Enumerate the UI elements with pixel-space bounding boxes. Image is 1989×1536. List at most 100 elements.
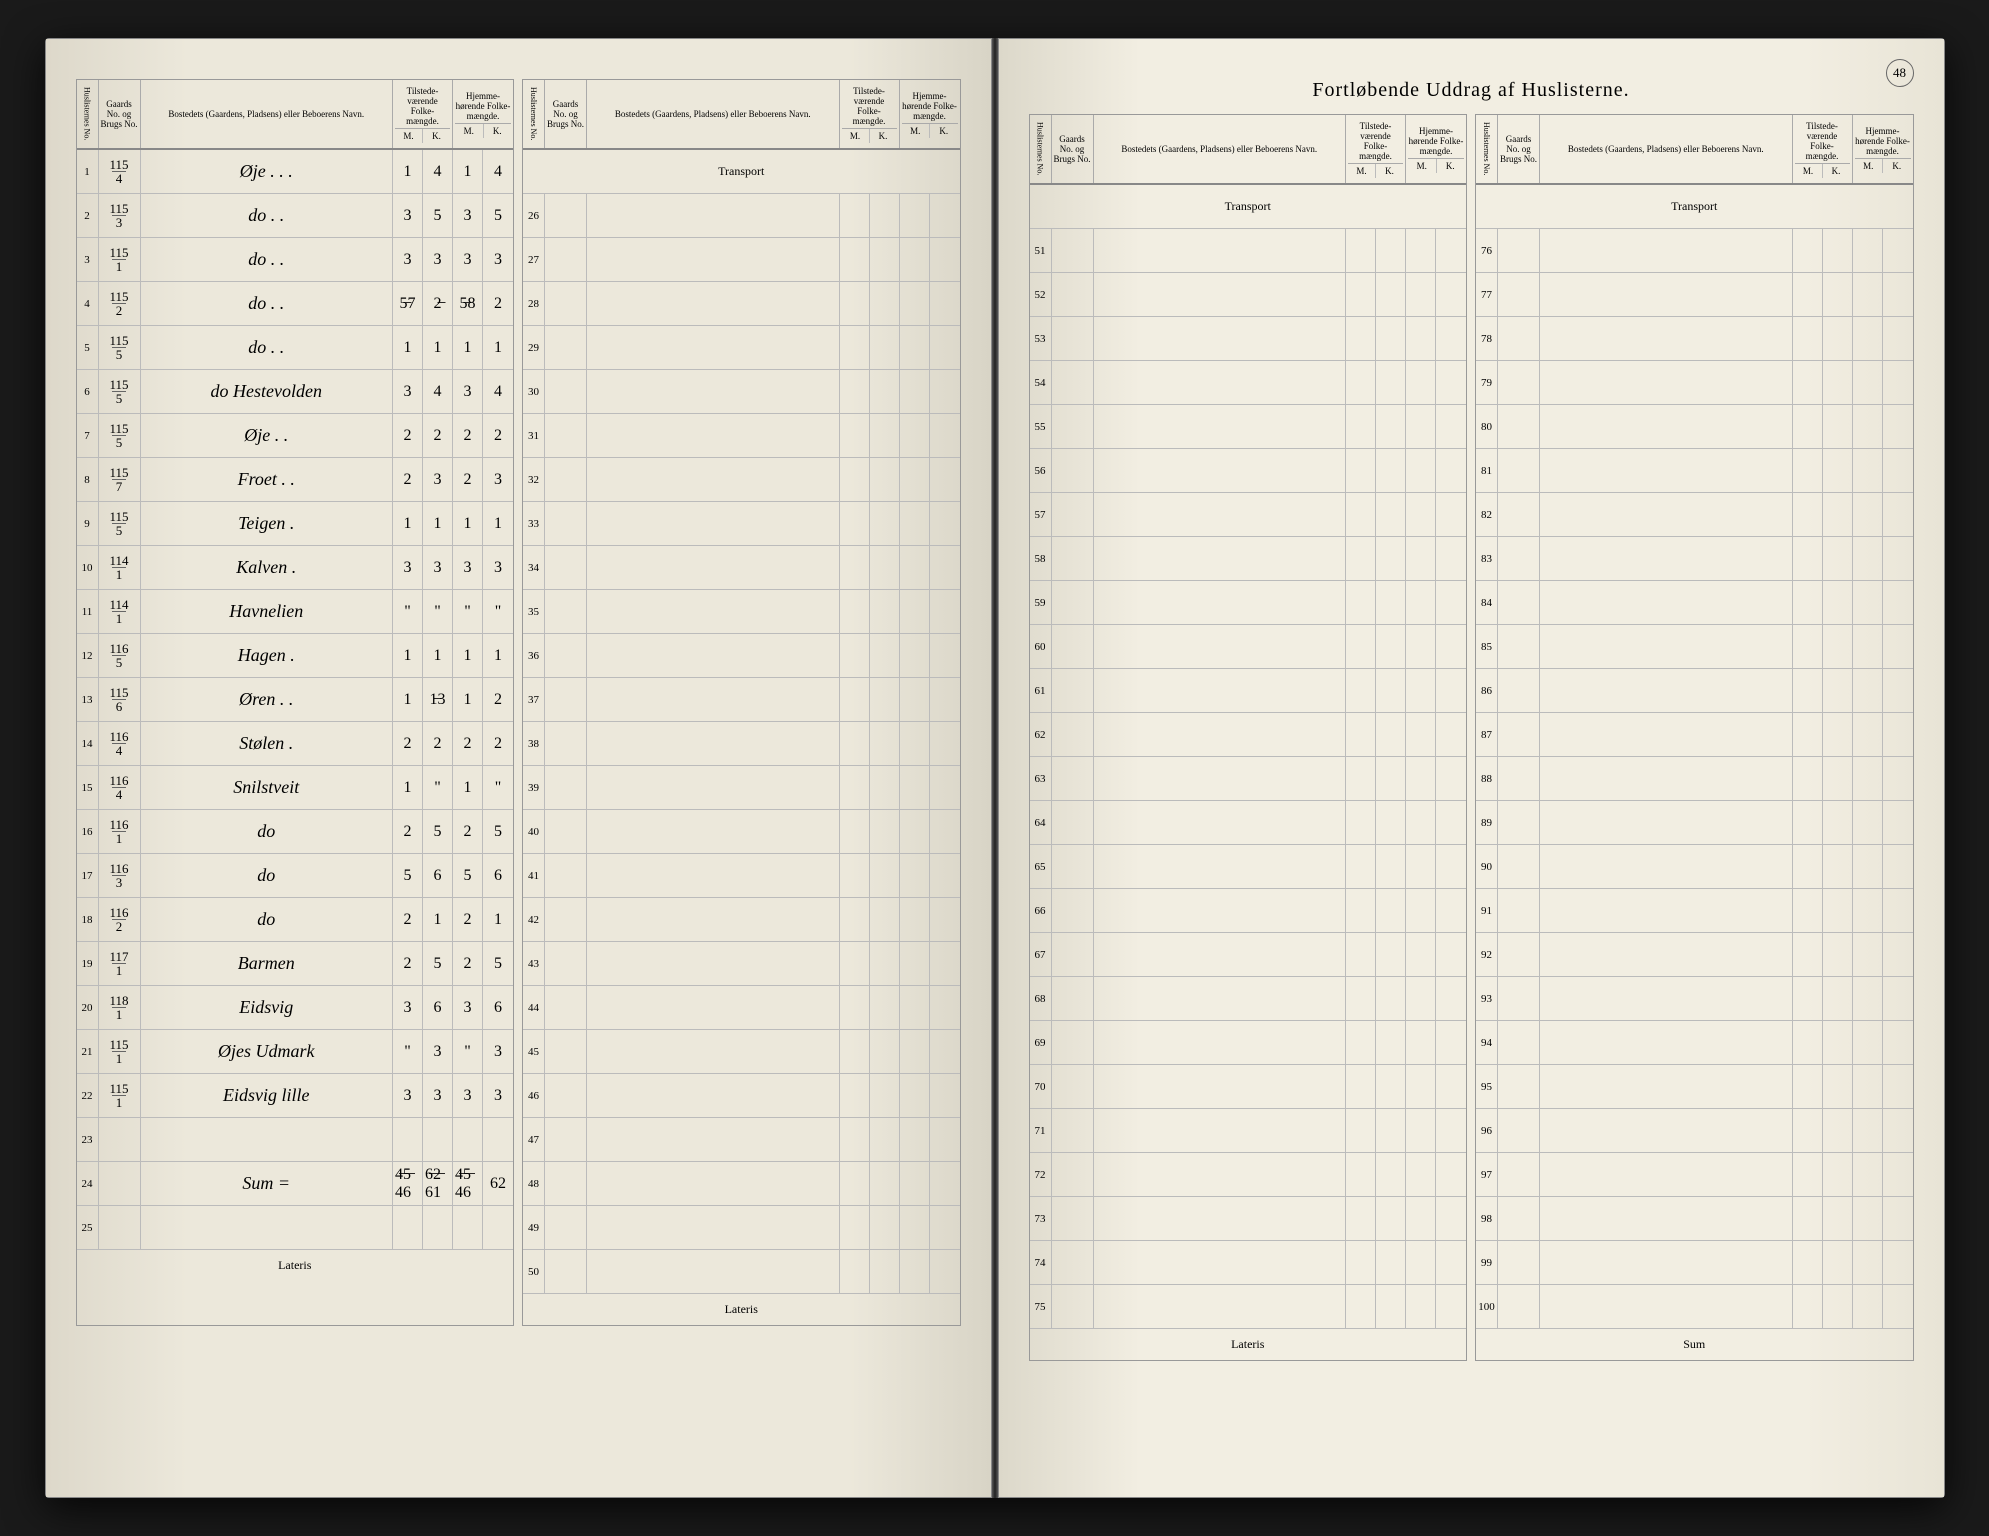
cell-hk	[1436, 1241, 1466, 1284]
row-index: 21	[77, 1030, 99, 1073]
cell-tk	[1823, 889, 1853, 932]
column-header: Huslisternes No. Gaards No. og Brugs No.…	[523, 80, 960, 150]
cell-gaard	[1498, 317, 1540, 360]
ledger-row: 32	[523, 458, 960, 502]
cell-hm	[900, 546, 930, 589]
cell-name	[1540, 977, 1793, 1020]
cell-hm: 3	[453, 986, 483, 1029]
cell-tm	[840, 1118, 870, 1161]
cell-name	[1540, 845, 1793, 888]
cell-hk	[1883, 1241, 1913, 1284]
hdr-hjemme: Hjemme-hørende Folke-mængde.M.K.	[453, 80, 513, 148]
ledger-row: 100	[1476, 1285, 1913, 1329]
cell-tk	[870, 942, 900, 985]
cell-gaard	[1052, 1109, 1094, 1152]
cell-hk	[1883, 845, 1913, 888]
ledger-row: 43	[523, 942, 960, 986]
transport-row: Transport	[1030, 185, 1467, 229]
cell-tk	[1823, 449, 1853, 492]
cell-tm	[1793, 1153, 1823, 1196]
ledger-row: 80	[1476, 405, 1913, 449]
cell-name	[141, 1118, 394, 1161]
row-index: 91	[1476, 889, 1498, 932]
cell-gaard	[1052, 1197, 1094, 1240]
row-index: 49	[523, 1206, 545, 1249]
cell-tm	[1793, 1065, 1823, 1108]
cell-name	[1540, 1197, 1793, 1240]
row-index: 100	[1476, 1285, 1498, 1328]
ledger-row: 83	[1476, 537, 1913, 581]
cell-hm	[453, 1206, 483, 1249]
cell-gaard: 1161	[99, 810, 141, 853]
cell-gaard	[1052, 845, 1094, 888]
cell-name	[1540, 801, 1793, 844]
cell-name	[1094, 625, 1347, 668]
cell-tm: 2	[393, 414, 423, 457]
cell-hk	[930, 1162, 960, 1205]
cell-gaard: 1151	[99, 1030, 141, 1073]
ledger-row: 96	[1476, 1109, 1913, 1153]
ledger-row: 54	[1030, 361, 1467, 405]
cell-hk	[930, 1250, 960, 1293]
row-index: 50	[523, 1250, 545, 1293]
cell-hk	[1436, 845, 1466, 888]
cell-tk	[870, 238, 900, 281]
row-index: 42	[523, 898, 545, 941]
cell-tm	[1346, 933, 1376, 976]
ledger-row: 88	[1476, 757, 1913, 801]
cell-hm	[900, 370, 930, 413]
cell-name: do	[141, 854, 394, 897]
row-index: 32	[523, 458, 545, 501]
cell-hm	[1406, 361, 1436, 404]
ledger-row: 90	[1476, 845, 1913, 889]
cell-name	[1094, 361, 1347, 404]
ledger-row: 2 1153 do . . 3 5 3 5	[77, 194, 514, 238]
row-index: 68	[1030, 977, 1052, 1020]
cell-tm	[1793, 537, 1823, 580]
cell-gaard	[545, 590, 587, 633]
hdr-index: Huslisternes No.	[1030, 115, 1052, 183]
rows-container: 76 77 78 79 80	[1476, 229, 1913, 1329]
row-index: 13	[77, 678, 99, 721]
cell-gaard	[545, 282, 587, 325]
cell-tm	[1346, 801, 1376, 844]
cell-tk: 6̶2̶ 61	[423, 1162, 453, 1205]
cell-gaard	[1052, 933, 1094, 976]
cell-hk	[1883, 933, 1913, 976]
cell-tm	[1793, 713, 1823, 756]
cell-tk	[1823, 933, 1853, 976]
cell-tm	[1793, 317, 1823, 360]
cell-gaard	[1052, 625, 1094, 668]
cell-name	[1540, 493, 1793, 536]
column-header: Huslisternes No. Gaards No. og Brugs No.…	[77, 80, 514, 150]
ledger-row: 6 1155 do Hestevolden 3 4 3 4	[77, 370, 514, 414]
cell-hk: 1	[483, 634, 513, 677]
row-index: 98	[1476, 1197, 1498, 1240]
ledger-row: 59	[1030, 581, 1467, 625]
cell-gaard	[99, 1206, 141, 1249]
cell-gaard	[1498, 581, 1540, 624]
cell-tm	[840, 1250, 870, 1293]
cell-gaard: 1157	[99, 458, 141, 501]
cell-name	[1094, 1021, 1347, 1064]
cell-gaard: 1153	[99, 194, 141, 237]
cell-gaard	[99, 1118, 141, 1161]
hdr-gaard: Gaards No. og Brugs No.	[545, 80, 587, 148]
cell-name	[587, 238, 840, 281]
cell-name	[1540, 889, 1793, 932]
cell-tm	[1346, 757, 1376, 800]
cell-tk	[1376, 977, 1406, 1020]
cell-hk	[1883, 229, 1913, 272]
cell-hm: 5	[453, 854, 483, 897]
cell-name	[587, 634, 840, 677]
cell-hm	[1406, 713, 1436, 756]
cell-tk	[1376, 537, 1406, 580]
ledger-row: 64	[1030, 801, 1467, 845]
cell-hm	[900, 282, 930, 325]
cell-tm	[840, 326, 870, 369]
cell-hm	[900, 238, 930, 281]
cell-hk	[1883, 757, 1913, 800]
cell-tm	[1346, 449, 1376, 492]
cell-hm: 3	[453, 238, 483, 281]
cell-tm	[840, 634, 870, 677]
